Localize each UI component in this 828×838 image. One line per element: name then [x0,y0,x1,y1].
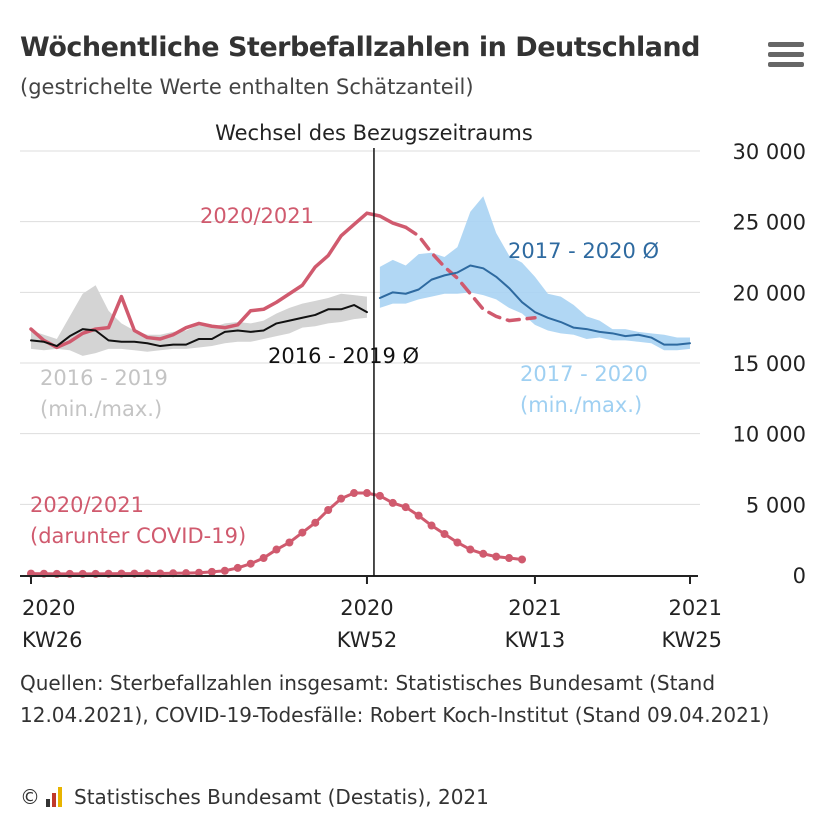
x-tick-week: KW52 [337,628,398,652]
chart-title: Wöchentliche Sterbefallzahlen in Deutsch… [20,32,700,63]
covid-point [337,494,346,503]
y-tick-label: 30 000 [733,140,806,164]
divider-label: Wechsel des Bezugszeitraums [215,121,533,145]
x-tick-year: 2021 [669,596,722,620]
copyright-line: © Statistisches Bundesamt (Destatis), 20… [20,785,489,809]
y-tick-label: 10 000 [733,423,806,447]
x-tick-year: 2021 [508,596,561,620]
label-covid-19: (darunter COVID-19) [30,524,246,548]
covid-point [207,567,216,576]
covid-point [246,559,255,568]
line-avg-2016-2019 [30,304,368,348]
copyright-text: Statistisches Bundesamt (Destatis), 2021 [74,785,489,809]
y-tick-label: 15 000 [733,352,806,376]
y-tick-label: 5 000 [746,493,806,517]
covid-point [350,489,359,498]
covid-point [518,555,527,564]
label-avg-2017-2020: 2017 - 2020 Ø [508,239,659,263]
label-layer: Wechsel des Bezugszeitraums 2020/2021 2016… [30,121,659,548]
band-2016-2019 [31,285,367,356]
covid-point [311,518,320,527]
y-tick-label: 20 000 [733,281,806,305]
covid-point [453,538,462,547]
label-band-2016-2019: 2016 - 2019 [40,366,168,390]
covid-point [440,530,449,539]
covid-point [414,511,423,520]
label-band-2017-2020: 2017 - 2020 [520,362,648,386]
hamburger-menu-icon[interactable] [768,42,804,68]
covid-point [505,554,514,563]
band-2017-2020 [379,196,690,351]
label-band-2016-2019-minmax: (min./max.) [40,397,162,421]
x-tick-year: 2020 [22,596,75,620]
covid-point [466,545,475,554]
covid-point [272,545,281,554]
x-tick-week: KW25 [661,628,722,652]
covid-point [401,503,410,512]
axis-layer: 0 5 000 10 000 15 000 20 000 25 000 30 000 2020… [20,140,806,652]
covid-point [492,552,501,561]
covid-point [285,538,294,547]
x-tick-week: KW26 [22,628,83,652]
label-covid-2020-2021: 2020/2021 [30,493,144,517]
sources-note: Quellen: Sterbefallzahlen insgesamt: Sta… [20,671,770,727]
covid-point [259,554,268,563]
covid-point [427,521,436,530]
y-tick-label: 0 [793,564,806,588]
covid-point [324,505,333,514]
line-avg-2017-2020 [378,264,691,346]
label-2020-2021: 2020/2021 [200,204,314,228]
chart-area: 0 5 000 10 000 15 000 20 000 25 000 30 000 2020… [20,121,806,652]
gridlines [20,150,700,505]
covid-point [388,498,397,507]
x-tick-week: KW13 [505,628,566,652]
covid-point [362,489,371,498]
label-avg-2016-2019: 2016 - 2019 Ø [268,344,419,368]
covid-point [479,549,488,558]
label-band-2017-2020-minmax: (min./max.) [520,393,642,417]
covid-point [298,528,307,537]
covid-point [375,491,384,500]
destatis-logo-icon [46,787,68,807]
copyright-symbol: © [20,785,40,809]
covid-point [233,563,242,572]
x-tick-year: 2020 [340,596,393,620]
line-2020-2021-estimate [403,225,537,323]
covid-point [220,566,229,575]
chart-subtitle: (gestrichelte Werte enthalten Schätzante… [20,75,474,99]
y-tick-label: 25 000 [733,211,806,235]
covid-point [194,568,203,577]
